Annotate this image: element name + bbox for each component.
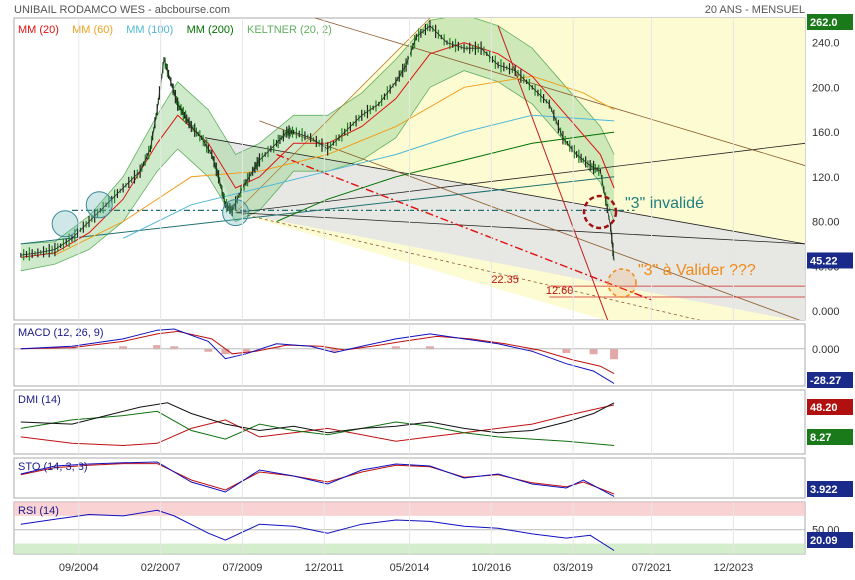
dmi-plus-line — [20, 410, 615, 446]
macd-histogram-bar — [528, 348, 537, 351]
rsi-last-tag: 20.09 — [810, 535, 838, 547]
invalid-circle — [582, 194, 618, 230]
pitchfork-handle — [235, 18, 431, 213]
trendline — [235, 142, 805, 213]
dmi-bottom-tag: 8.27 — [810, 432, 831, 444]
x-tick-label: 10/2016 — [471, 562, 511, 574]
rsi-line — [20, 509, 615, 551]
price-layer: 22.35 12.60 — [20, 18, 805, 320]
touch-circle — [222, 199, 250, 227]
legend-entry: MM (200) — [187, 24, 234, 36]
x-tick-label: 12/2011 — [305, 562, 344, 574]
macd-histogram-bar — [204, 348, 213, 352]
right-axis: 0.00040.0080.00120.0160.0200.0240.00.000… — [812, 38, 840, 537]
annotation-a-valider: "3" à Valider ??? — [638, 262, 756, 279]
price-tick-label: 0.000 — [812, 306, 840, 318]
sto-last-tag: 3.922 — [810, 484, 838, 496]
dmi-layer — [20, 402, 615, 447]
macd-last-tag: -28.27 — [810, 375, 841, 387]
price-last-tag: 45.22 — [810, 255, 838, 267]
macd-histogram-bar — [330, 348, 339, 352]
dmi-minus-line — [20, 404, 615, 447]
price-tick-label: 80.00 — [812, 217, 840, 229]
dmi-top-tag-bg — [807, 399, 853, 415]
x-tick-label: 07/2009 — [223, 562, 263, 574]
price-tick-label: 200.0 — [812, 82, 840, 94]
macd-title: MACD (12, 26, 9) — [18, 327, 104, 339]
x-tick-label: 05/2014 — [390, 562, 430, 574]
macd-histogram-bar — [425, 346, 434, 350]
price-tick-label: 240.0 — [812, 38, 840, 50]
keltner-band — [20, 18, 615, 271]
price-tick-label: 120.0 — [812, 172, 840, 184]
macd-histogram-bar — [562, 348, 571, 354]
mm60-line — [54, 75, 615, 256]
keltner-lower-line — [20, 70, 615, 272]
macd-line — [20, 328, 615, 384]
level-label: 12.60 — [546, 285, 574, 297]
macd-histogram-bar — [241, 348, 250, 352]
sto-layer — [20, 461, 615, 497]
touch-circle — [51, 210, 79, 238]
legend-entry: MM (60) — [72, 24, 113, 36]
steep-red-line — [497, 25, 609, 320]
mm100-line — [122, 114, 615, 239]
sto-d-line — [20, 463, 615, 495]
top-value-tag-bg — [807, 14, 853, 30]
sto-k-line — [20, 461, 615, 497]
price-last-tag-bg — [807, 252, 853, 269]
annotation-invalide: "3" invalidé — [625, 195, 704, 212]
keltner-upper-line — [20, 18, 615, 245]
x-tick-label: 02/2007 — [141, 562, 181, 574]
trendline — [235, 212, 805, 245]
x-tick-label: 03/2019 — [553, 562, 593, 574]
value-tags: 262.0 45.22 -28.27 48.20 8.27 3.922 20.09 — [807, 14, 853, 548]
legend-entry: MM (100) — [126, 24, 173, 36]
macd-tick-label: 0.000 — [812, 344, 840, 356]
trendline — [313, 18, 805, 166]
validate-circle — [607, 268, 637, 298]
touch-circle — [85, 191, 113, 219]
trendline — [235, 212, 701, 320]
macd-histogram-bar — [119, 346, 128, 350]
level-label: 22.35 — [491, 274, 519, 286]
rsi-last-tag-bg — [807, 532, 853, 548]
x-tick-label: 09/2004 — [59, 562, 99, 574]
dmi-top-tag: 48.20 — [810, 402, 838, 414]
long-support-line — [20, 176, 615, 245]
x-axis: 09/2004 02/2007 07/2009 12/2011 05/2014 10/20… — [59, 18, 753, 574]
macd-histogram-bar — [170, 346, 179, 350]
price-legend: MM (20) MM (60) MM (100) MM (200) KELTNER (2… — [18, 24, 332, 36]
adx-line — [20, 402, 615, 434]
macd-last-tag-bg — [807, 372, 853, 388]
dmi-title: DMI (14) — [18, 394, 61, 406]
price-line — [20, 25, 615, 261]
macd-histogram-bar — [153, 345, 162, 350]
mm20-line — [20, 42, 615, 258]
price-tick-label: 160.0 — [812, 127, 840, 139]
grey-channel-area — [204, 137, 805, 320]
rsi-title: RSI (14) — [18, 505, 59, 517]
chart-header-period: 20 ANS - MENSUEL — [705, 4, 805, 16]
trendline — [259, 120, 801, 320]
chart-header-title: UNIBAIL RODAMCO WES - abcbourse.com — [14, 4, 230, 16]
x-tick-label: 07/2021 — [632, 562, 672, 574]
macd-histogram-bar — [221, 348, 230, 355]
top-value-tag: 262.0 — [810, 17, 838, 29]
macd-histogram-bar — [589, 348, 598, 355]
trendline — [204, 137, 805, 245]
red-dashdot-line — [276, 153, 652, 301]
macd-histogram-bar — [391, 346, 400, 350]
x-tick-label: 12/2023 — [714, 562, 754, 574]
mm200-line — [276, 131, 615, 223]
sto-last-tag-bg — [807, 481, 853, 497]
dmi-bottom-tag-bg — [807, 429, 853, 445]
legend-entry: KELTNER (20, 2) — [247, 24, 332, 36]
legend-entry: MM (20) — [18, 24, 59, 36]
macd-histogram-bar — [610, 348, 619, 360]
sto-title: STO (14, 3, 3) — [18, 461, 88, 473]
